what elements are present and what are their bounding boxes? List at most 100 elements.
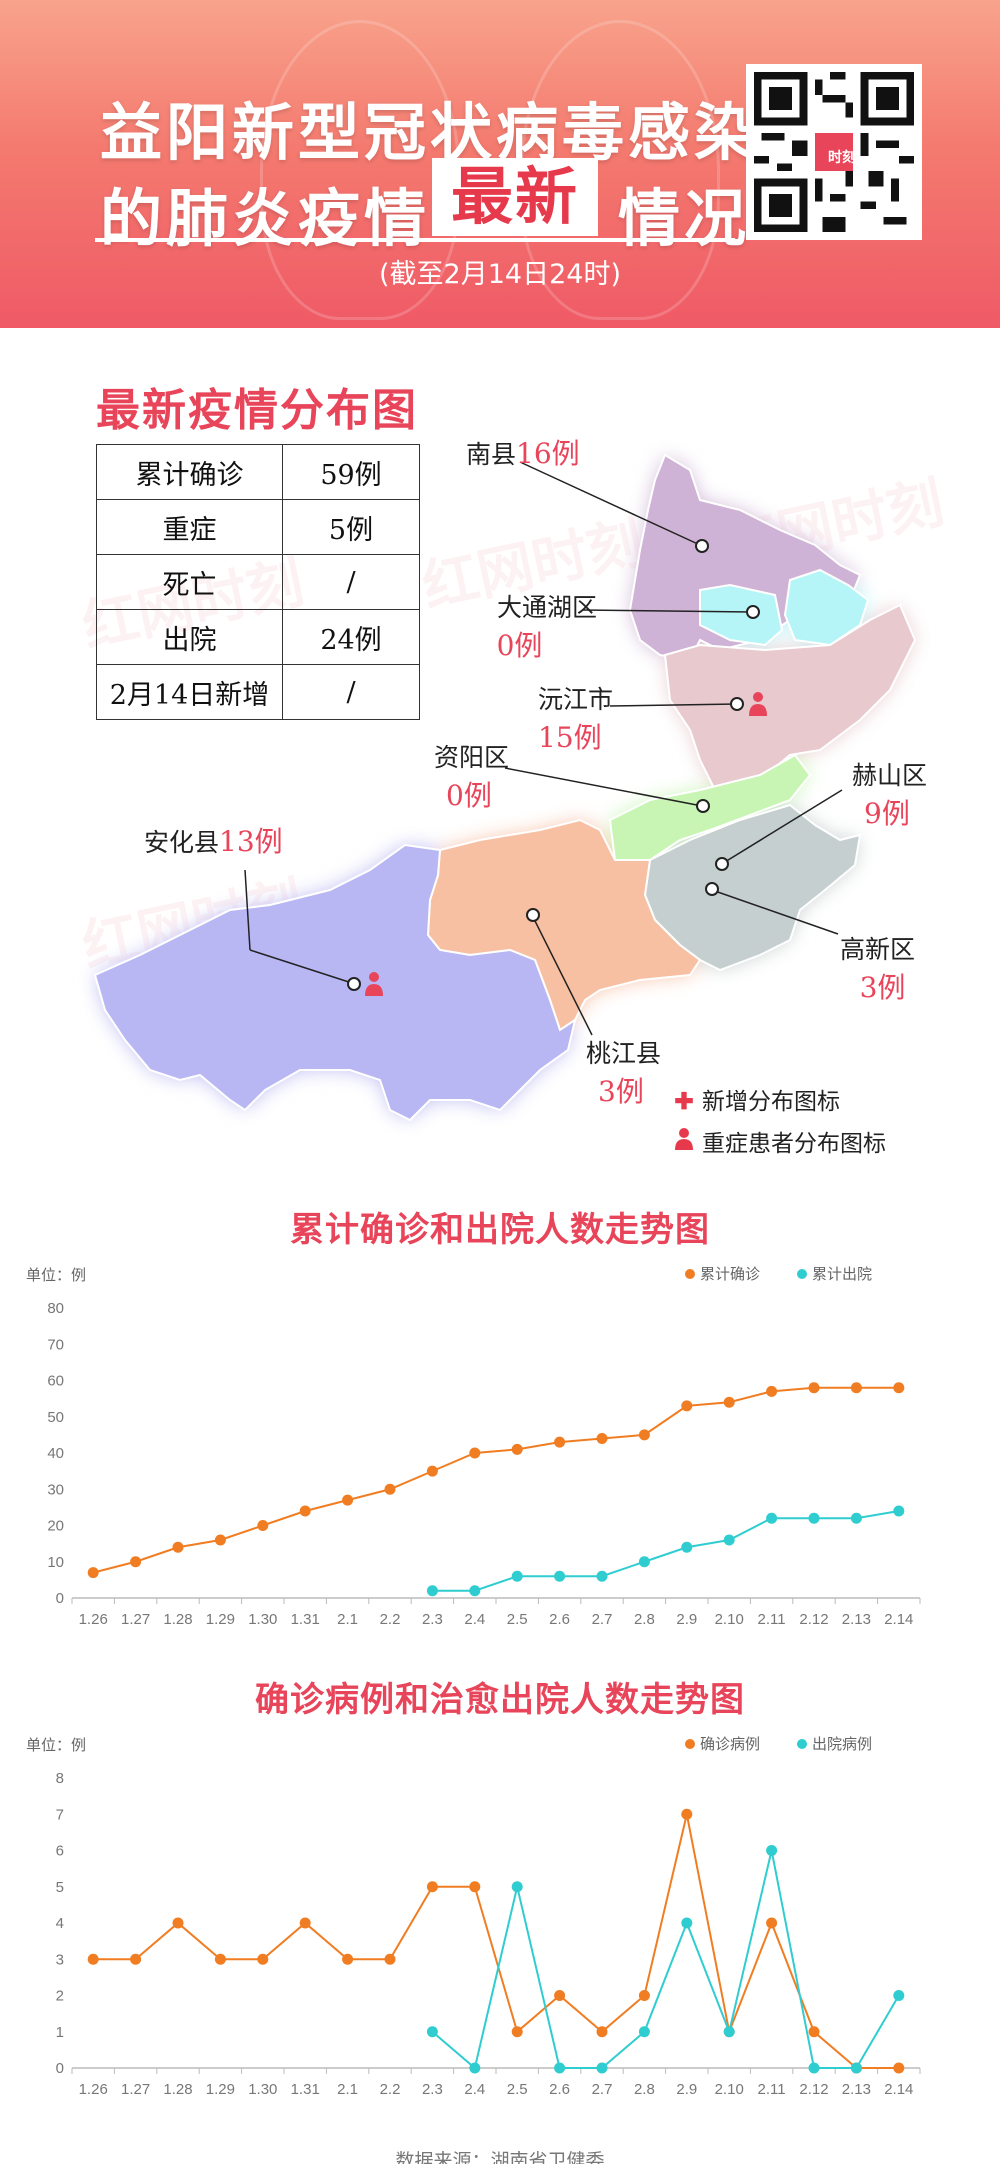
x-tick-label: 2.2	[380, 1611, 401, 1628]
qr-code[interactable]: 时刻	[746, 64, 922, 240]
region-marker	[715, 857, 729, 871]
x-tick-label: 2.1	[337, 2081, 358, 2098]
data-point	[596, 2026, 608, 2038]
region-marker	[526, 908, 540, 922]
region-name: 桃江县	[586, 1039, 662, 1068]
data-point	[893, 2062, 905, 2074]
x-tick-label: 2.8	[634, 1611, 655, 1628]
data-point	[766, 1917, 778, 1929]
region-marker	[695, 539, 709, 553]
x-tick-label: 2.3	[422, 2081, 443, 2098]
cumulative-line-chart: 单位：例 0 10 20 30 40 50 60 70 80 1.26 1.27 1.28 1.29 1.3…	[26, 1265, 921, 1628]
y-tick-label: 8	[56, 1770, 64, 1787]
data-point	[723, 1534, 735, 1546]
data-point	[596, 1570, 608, 1582]
region-count: 16例	[516, 437, 580, 470]
region-label-heshan: 赫山区 9例	[852, 756, 927, 832]
y-tick-label: 30	[47, 1481, 64, 1498]
data-point	[511, 1443, 523, 1455]
region-count: 13例	[219, 825, 283, 858]
data-point	[596, 2062, 608, 2074]
x-tick-label: 2.3	[422, 1611, 443, 1628]
region-label-datonghu: 大通湖区 0例	[482, 588, 612, 664]
data-point	[850, 1512, 862, 1524]
region-datonghu-east[interactable]	[783, 568, 870, 647]
data-point	[766, 1845, 778, 1856]
region-yuanjiang[interactable]	[663, 603, 917, 792]
legend-label: 确诊病例	[700, 1736, 760, 1753]
data-point	[638, 1990, 650, 2001]
x-tick-label: 2.5	[507, 1611, 528, 1628]
person-icon	[672, 1127, 696, 1157]
x-tick-label: 1.29	[206, 1611, 235, 1628]
region-name: 大通湖区	[496, 593, 597, 622]
legend-label: 累计确诊	[700, 1266, 760, 1283]
region-anhua[interactable]	[93, 843, 577, 1122]
data-point	[850, 2062, 862, 2074]
region-count: 15例	[538, 721, 602, 754]
x-tick-label: 1.26	[79, 2081, 108, 2098]
x-tick-label: 1.28	[163, 1611, 192, 1628]
data-point	[172, 1917, 184, 1929]
subtitle: (截至2月14日24时)	[379, 259, 621, 290]
region-count: 3例	[598, 1075, 644, 1108]
x-tick-label: 1.27	[121, 2081, 150, 2098]
legend-severe: 重症患者分布图标	[672, 1124, 886, 1158]
stats-value: 24例	[282, 609, 420, 665]
x-tick-label: 1.28	[163, 2081, 192, 2098]
data-point	[554, 2062, 566, 2074]
region-count: 3例	[859, 971, 906, 1004]
data-point	[681, 1917, 693, 1929]
region-name: 南县	[466, 440, 517, 469]
data-point	[469, 2062, 481, 2074]
data-point	[384, 1953, 396, 1965]
x-tick-label: 1.29	[206, 2081, 235, 2098]
x-tick-label: 2.11	[758, 1611, 786, 1628]
page-title-line1: 益阳新型冠状病毒感染	[100, 96, 761, 169]
data-point	[638, 1556, 650, 1568]
y-tick-label: 20	[47, 1518, 64, 1535]
region-marker	[347, 977, 361, 991]
x-tick-label: 2.6	[549, 1611, 570, 1628]
stats-value: 5例	[282, 499, 420, 555]
y-tick-label: 40	[47, 1445, 64, 1462]
data-point	[723, 2026, 735, 2038]
data-point	[299, 1505, 311, 1517]
x-tick-label: 2.9	[676, 2081, 697, 2098]
y-tick-label: 70	[47, 1336, 64, 1353]
data-point	[342, 1953, 354, 1965]
x-tick-label: 2.5	[507, 2081, 528, 2098]
unit-label: 单位：例	[26, 1737, 86, 1754]
data-point	[511, 1881, 523, 1893]
data-point	[850, 1382, 862, 1394]
x-tick-label: 1.26	[79, 1611, 108, 1628]
data-point	[554, 1570, 566, 1582]
region-marker	[705, 882, 719, 896]
region-name: 沅江市	[538, 685, 614, 714]
x-tick-label: 2.14	[884, 1611, 913, 1628]
yiyang-map	[93, 453, 917, 1122]
stats-value: 59例	[282, 444, 420, 500]
region-label-yuanjiang: 沅江市 15例	[538, 680, 613, 756]
legend-label: 累计出院	[812, 1265, 872, 1283]
data-point	[342, 1494, 354, 1506]
series-line	[92, 1386, 899, 1574]
region-label-taojiang: 桃江县 3例	[586, 1034, 661, 1110]
data-point	[681, 1541, 693, 1553]
y-tick-label: 3	[56, 1951, 64, 1968]
legend-severe-label: 重症患者分布图标	[702, 1131, 886, 1157]
x-tick-label: 2.12	[799, 1611, 828, 1628]
x-tick-label: 2.9	[676, 1611, 697, 1628]
x-tick-label: 1.27	[121, 1611, 150, 1628]
data-point	[426, 1881, 438, 1893]
region-marker	[746, 605, 760, 619]
data-point	[469, 1585, 481, 1597]
stats-label: 出院	[96, 609, 283, 665]
plus-icon: ✚	[674, 1088, 694, 1115]
x-tick-label: 1.31	[291, 2081, 320, 2098]
data-point	[257, 1520, 269, 1531]
region-datonghu-west[interactable]	[699, 583, 784, 647]
y-tick-label: 0	[56, 2060, 64, 2077]
stats-row: 重症 5例	[96, 499, 420, 555]
title-highlight: 最新	[432, 158, 598, 236]
